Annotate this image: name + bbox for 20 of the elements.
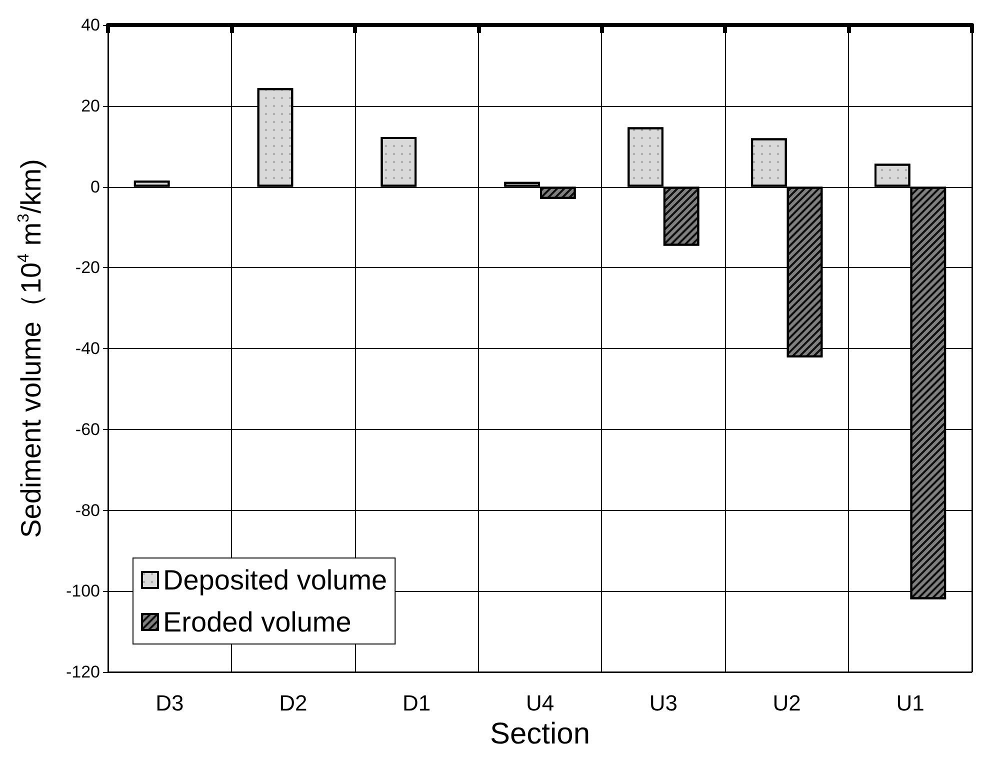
y-tick-label: -40 xyxy=(75,339,100,358)
x-tick-label: U2 xyxy=(772,690,801,716)
x-tick-label: U4 xyxy=(526,690,554,716)
x-tick-label: D2 xyxy=(279,690,308,716)
y-tick-label: -120 xyxy=(66,662,100,682)
x-axis-title: Section xyxy=(490,717,590,750)
y-tick-label: -20 xyxy=(75,258,100,278)
y-tick-label: 40 xyxy=(81,16,100,34)
x-tick-label: U1 xyxy=(896,690,924,716)
x-tick-label: D1 xyxy=(402,690,431,716)
y-tick-label: -60 xyxy=(75,420,100,439)
y-tick-label: 20 xyxy=(81,96,100,116)
y-tick-label: -100 xyxy=(66,582,100,601)
y-axis-title: Sediment volume（104 m3/km) xyxy=(16,159,46,538)
legend-label: Deposited volume xyxy=(163,564,388,596)
y-tick-label: -80 xyxy=(75,500,100,520)
x-tick-label: D3 xyxy=(156,690,184,716)
y-tick-label: 0 xyxy=(90,177,100,196)
x-tick-label: U3 xyxy=(649,690,678,716)
legend-label: Eroded volume xyxy=(163,606,352,638)
